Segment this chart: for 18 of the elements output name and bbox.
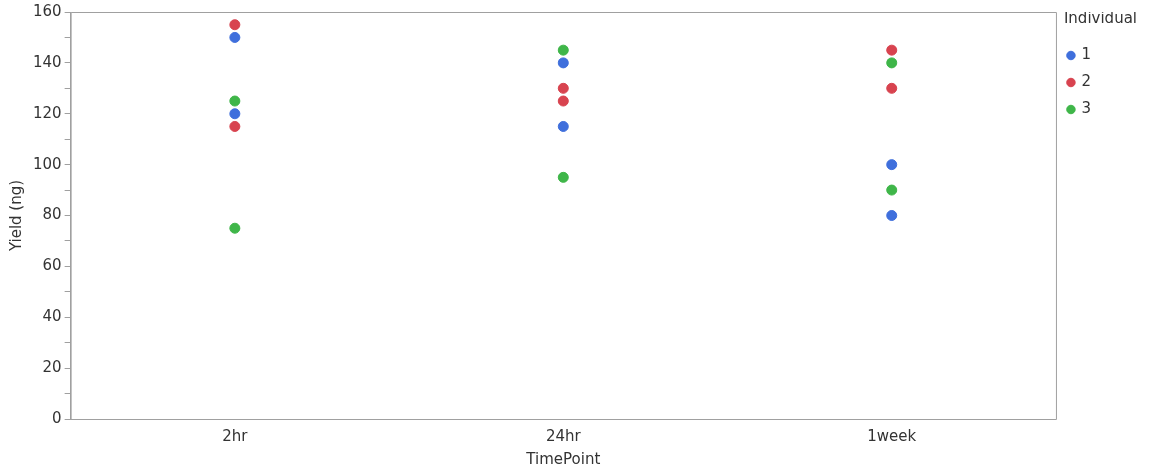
y-tick-label: 20 bbox=[42, 358, 62, 377]
y-tick-label: 40 bbox=[42, 307, 62, 326]
x-axis-title: TimePoint bbox=[525, 449, 601, 468]
y-tick-label: 100 bbox=[32, 154, 62, 173]
legend-label: 3 bbox=[1081, 99, 1091, 118]
y-tick-label: 0 bbox=[52, 408, 62, 427]
x-tick-label: 2hr bbox=[222, 426, 249, 445]
x-tick-label: 1week bbox=[867, 426, 917, 445]
legend-label: 2 bbox=[1081, 72, 1091, 91]
y-tick-label: 80 bbox=[42, 205, 62, 224]
y-tick-label: 120 bbox=[32, 103, 62, 122]
y-tick-label: 160 bbox=[32, 1, 62, 20]
legend-title: Individual bbox=[1063, 9, 1138, 28]
y-tick-label: 140 bbox=[32, 52, 62, 71]
y-axis-title: Yield (ng) bbox=[6, 179, 25, 253]
y-tick-label: 60 bbox=[42, 256, 62, 275]
x-tick-label: 24hr bbox=[545, 426, 582, 445]
legend-label: 1 bbox=[1081, 45, 1091, 64]
